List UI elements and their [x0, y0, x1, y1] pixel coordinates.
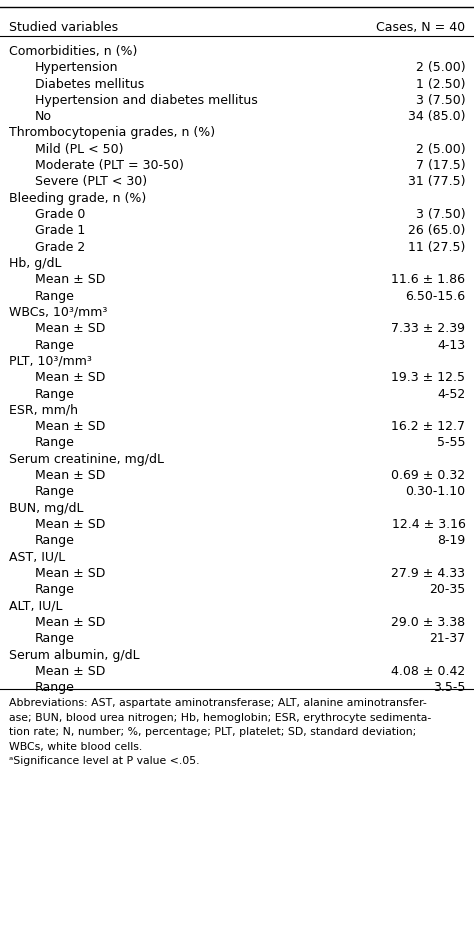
Text: 6.50-15.6: 6.50-15.6 [405, 290, 465, 303]
Text: Range: Range [35, 535, 74, 547]
Text: ᵃSignificance level at P value <.05.: ᵃSignificance level at P value <.05. [9, 756, 199, 766]
Text: Serum creatinine, mg/dL: Serum creatinine, mg/dL [9, 453, 164, 466]
Text: Hypertension: Hypertension [35, 61, 118, 74]
Text: Bleeding grade, n (%): Bleeding grade, n (%) [9, 192, 146, 205]
Text: Diabetes mellitus: Diabetes mellitus [35, 78, 144, 91]
Text: Hb, g/dL: Hb, g/dL [9, 257, 61, 270]
Text: Mean ± SD: Mean ± SD [35, 665, 105, 678]
Text: Grade 0: Grade 0 [35, 209, 85, 221]
Text: Range: Range [35, 338, 74, 352]
Text: 8-19: 8-19 [437, 535, 465, 547]
Text: 1 (2.50): 1 (2.50) [416, 78, 465, 91]
Text: 31 (77.5): 31 (77.5) [408, 176, 465, 189]
Text: 7 (17.5): 7 (17.5) [416, 159, 465, 172]
Text: 4.08 ± 0.42: 4.08 ± 0.42 [391, 665, 465, 678]
Text: Grade 1: Grade 1 [35, 224, 85, 237]
Text: WBCs, 10³/mm³: WBCs, 10³/mm³ [9, 306, 107, 319]
Text: 19.3 ± 12.5: 19.3 ± 12.5 [392, 371, 465, 384]
Text: AST, IU/L: AST, IU/L [9, 551, 65, 564]
Text: 3 (7.50): 3 (7.50) [416, 209, 465, 221]
Text: 4-52: 4-52 [437, 387, 465, 400]
Text: 21-37: 21-37 [429, 632, 465, 645]
Text: No: No [35, 110, 52, 123]
Text: Mean ± SD: Mean ± SD [35, 469, 105, 482]
Text: 11 (27.5): 11 (27.5) [408, 240, 465, 253]
Text: 3.5-5: 3.5-5 [433, 682, 465, 694]
Text: 3 (7.50): 3 (7.50) [416, 94, 465, 107]
Text: 16.2 ± 12.7: 16.2 ± 12.7 [392, 420, 465, 433]
Text: 29.0 ± 3.38: 29.0 ± 3.38 [392, 616, 465, 629]
Text: Range: Range [35, 632, 74, 645]
Text: Mean ± SD: Mean ± SD [35, 567, 105, 580]
Text: Range: Range [35, 387, 74, 400]
Text: PLT, 10³/mm³: PLT, 10³/mm³ [9, 355, 91, 367]
Text: Cases, N = 40: Cases, N = 40 [376, 21, 465, 34]
Text: 27.9 ± 4.33: 27.9 ± 4.33 [392, 567, 465, 580]
Text: 34 (85.0): 34 (85.0) [408, 110, 465, 123]
Text: Abbreviations: AST, aspartate aminotransferase; ALT, alanine aminotransfer-: Abbreviations: AST, aspartate aminotrans… [9, 698, 426, 708]
Text: tion rate; N, number; %, percentage; PLT, platelet; SD, standard deviation;: tion rate; N, number; %, percentage; PLT… [9, 727, 416, 737]
Text: 5-55: 5-55 [437, 437, 465, 450]
Text: WBCs, white blood cells.: WBCs, white blood cells. [9, 741, 142, 752]
Text: Mean ± SD: Mean ± SD [35, 616, 105, 629]
Text: Studied variables: Studied variables [9, 21, 118, 34]
Text: Moderate (PLT = 30-50): Moderate (PLT = 30-50) [35, 159, 183, 172]
Text: 26 (65.0): 26 (65.0) [408, 224, 465, 237]
Text: 4-13: 4-13 [438, 338, 465, 352]
Text: Mean ± SD: Mean ± SD [35, 323, 105, 336]
Text: ase; BUN, blood urea nitrogen; Hb, hemoglobin; ESR, erythrocyte sedimenta-: ase; BUN, blood urea nitrogen; Hb, hemog… [9, 712, 431, 723]
Text: Comorbidities, n (%): Comorbidities, n (%) [9, 45, 137, 58]
Text: Mild (PL < 50): Mild (PL < 50) [35, 143, 123, 156]
Text: 2 (5.00): 2 (5.00) [416, 61, 465, 74]
Text: Range: Range [35, 583, 74, 597]
Text: Mean ± SD: Mean ± SD [35, 273, 105, 286]
Text: 12.4 ± 3.16: 12.4 ± 3.16 [392, 518, 465, 531]
Text: 2 (5.00): 2 (5.00) [416, 143, 465, 156]
Text: 0.69 ± 0.32: 0.69 ± 0.32 [392, 469, 465, 482]
Text: Thrombocytopenia grades, n (%): Thrombocytopenia grades, n (%) [9, 126, 215, 139]
Text: Range: Range [35, 485, 74, 498]
Text: 0.30-1.10: 0.30-1.10 [405, 485, 465, 498]
Text: Mean ± SD: Mean ± SD [35, 518, 105, 531]
Text: Grade 2: Grade 2 [35, 240, 85, 253]
Text: Range: Range [35, 437, 74, 450]
Text: Severe (PLT < 30): Severe (PLT < 30) [35, 176, 147, 189]
Text: ALT, IU/L: ALT, IU/L [9, 599, 62, 612]
Text: 20-35: 20-35 [429, 583, 465, 597]
Text: Hypertension and diabetes mellitus: Hypertension and diabetes mellitus [35, 94, 257, 107]
Text: Mean ± SD: Mean ± SD [35, 371, 105, 384]
Text: Range: Range [35, 290, 74, 303]
Text: Mean ± SD: Mean ± SD [35, 420, 105, 433]
Text: Range: Range [35, 682, 74, 694]
Text: 11.6 ± 1.86: 11.6 ± 1.86 [392, 273, 465, 286]
Text: Serum albumin, g/dL: Serum albumin, g/dL [9, 649, 139, 662]
Text: BUN, mg/dL: BUN, mg/dL [9, 502, 83, 515]
Text: 7.33 ± 2.39: 7.33 ± 2.39 [392, 323, 465, 336]
Text: ESR, mm/h: ESR, mm/h [9, 404, 78, 417]
